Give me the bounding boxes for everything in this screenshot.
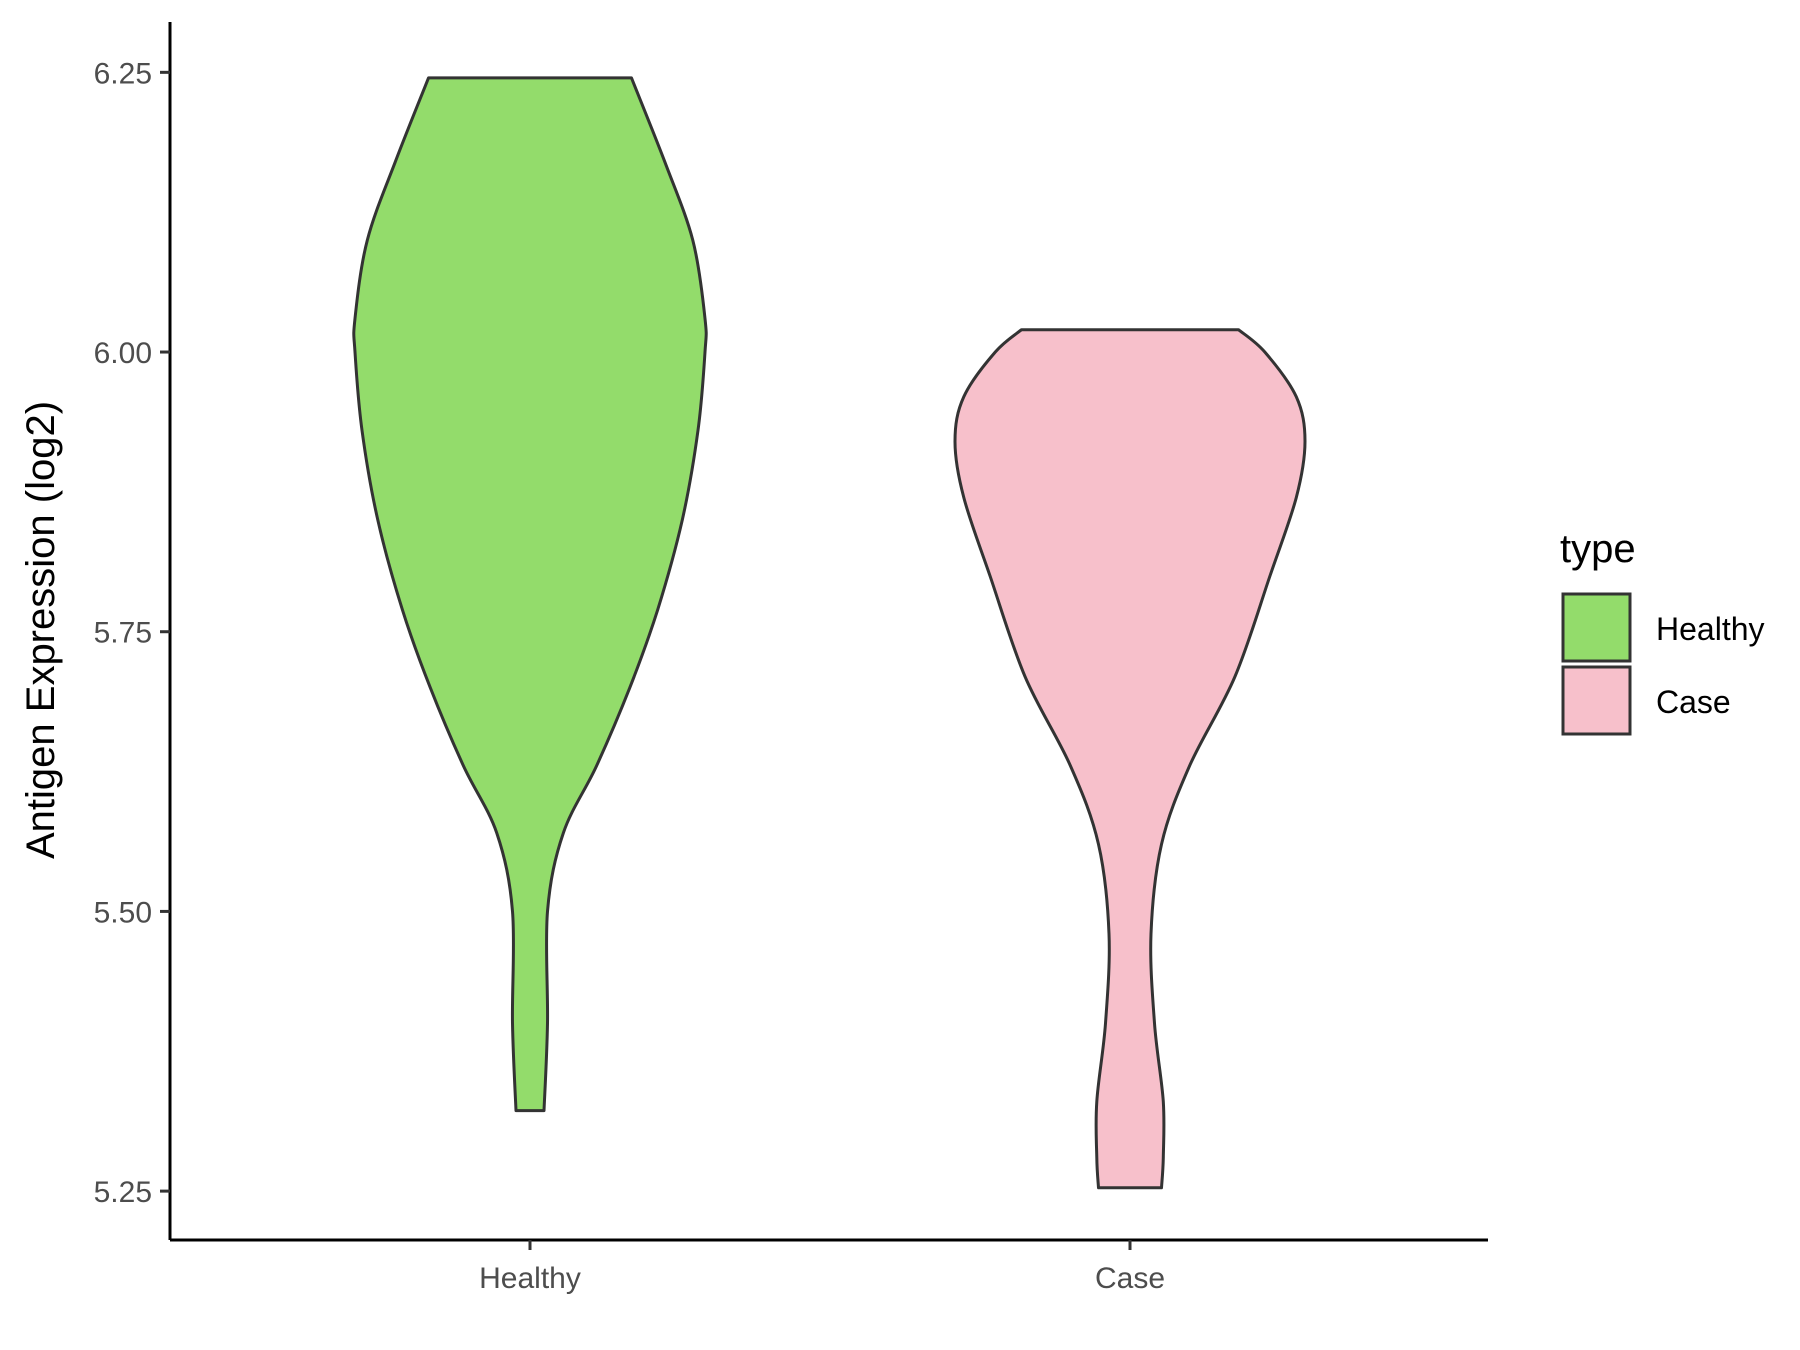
y-tick-label: 5.75 [94,617,152,650]
x-tick-label: Healthy [479,1262,581,1295]
y-tick-label: 5.50 [94,896,152,929]
legend-key-healthy [1561,592,1632,663]
y-tick-label: 5.25 [94,1176,152,1209]
violin-case [953,328,1307,1190]
legend-title: type [1560,527,1636,571]
legend-label-healthy: Healthy [1656,611,1765,647]
violin-healthy [352,76,708,1113]
legend: type Healthy Case [1560,527,1765,736]
x-tick-label: Case [1095,1262,1165,1295]
legend-label-case: Case [1656,684,1731,720]
x-axis-ticks: Healthy Case [479,1240,1165,1295]
legend-key-case [1561,665,1632,736]
y-axis-title: Antigen Expression (log2) [19,401,63,859]
y-tick-label: 6.00 [94,337,152,370]
violins [352,76,1307,1190]
y-tick-label: 6.25 [94,57,152,90]
y-axis-ticks: 5.25 5.50 5.75 6.00 6.25 [94,57,170,1209]
